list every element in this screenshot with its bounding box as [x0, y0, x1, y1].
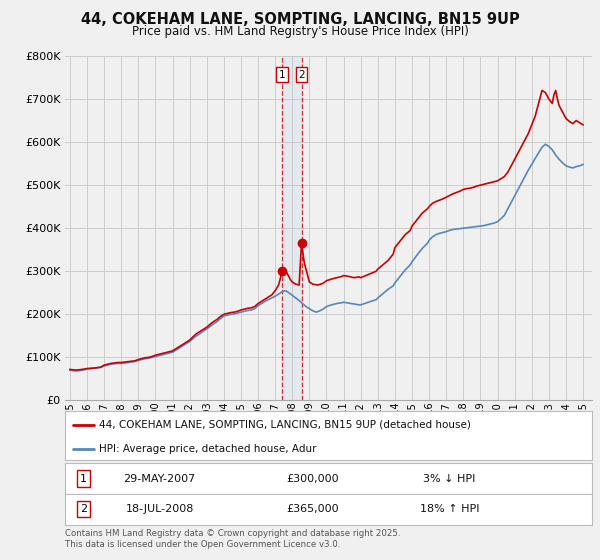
Bar	[282, 56, 302, 400]
Text: 18-JUL-2008: 18-JUL-2008	[125, 505, 194, 514]
Text: £365,000: £365,000	[286, 505, 339, 514]
Text: 3% ↓ HPI: 3% ↓ HPI	[423, 474, 476, 483]
Text: 2: 2	[80, 505, 87, 514]
Text: HPI: Average price, detached house, Adur: HPI: Average price, detached house, Adur	[99, 445, 317, 455]
Text: 2: 2	[298, 70, 305, 80]
Text: Contains HM Land Registry data © Crown copyright and database right 2025.
This d: Contains HM Land Registry data © Crown c…	[65, 529, 400, 549]
Text: 44, COKEHAM LANE, SOMPTING, LANCING, BN15 9UP (detached house): 44, COKEHAM LANE, SOMPTING, LANCING, BN1…	[99, 420, 471, 430]
Text: 29-MAY-2007: 29-MAY-2007	[124, 474, 196, 483]
Text: 1: 1	[279, 70, 286, 80]
Text: Price paid vs. HM Land Registry's House Price Index (HPI): Price paid vs. HM Land Registry's House …	[131, 25, 469, 38]
Text: £300,000: £300,000	[286, 474, 339, 483]
Text: 44, COKEHAM LANE, SOMPTING, LANCING, BN15 9UP: 44, COKEHAM LANE, SOMPTING, LANCING, BN1…	[80, 12, 520, 27]
Text: 18% ↑ HPI: 18% ↑ HPI	[419, 505, 479, 514]
Text: 1: 1	[80, 474, 87, 483]
